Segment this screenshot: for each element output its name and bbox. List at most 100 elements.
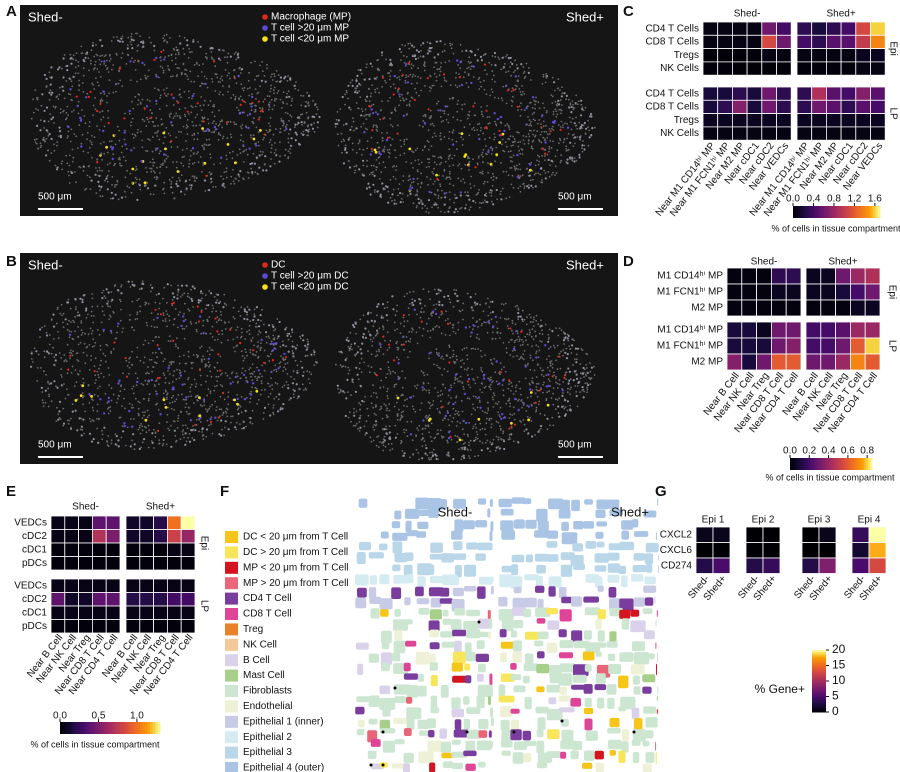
tissue-dot bbox=[147, 69, 150, 72]
tissue-dot bbox=[232, 150, 234, 153]
tissue-dot bbox=[103, 426, 106, 429]
tissue-dot bbox=[356, 373, 359, 376]
tissue-dot bbox=[377, 303, 380, 306]
tissue-dot bbox=[469, 386, 472, 389]
tissue-dot bbox=[408, 60, 411, 63]
tissue-dot bbox=[276, 337, 279, 340]
tissue-dot bbox=[101, 54, 103, 57]
tissue-dot bbox=[88, 432, 92, 435]
tissue-dot bbox=[78, 84, 81, 87]
tissue-dot bbox=[284, 148, 287, 151]
tissue-dot bbox=[270, 158, 272, 160]
tissue-dot bbox=[316, 108, 319, 111]
tissue-dot bbox=[373, 174, 376, 177]
tissue-dot bbox=[188, 96, 190, 99]
tissue-dot bbox=[166, 325, 168, 328]
tissue-dot bbox=[124, 129, 126, 132]
tissue-dot bbox=[554, 89, 556, 92]
tissue-dot bbox=[455, 289, 458, 291]
tissue-dot bbox=[491, 185, 494, 187]
legend-label: T cell >20 μm MP bbox=[271, 23, 349, 34]
tissue-dot bbox=[509, 66, 511, 68]
tissue-dot bbox=[411, 301, 414, 304]
tissue-dot bbox=[440, 390, 442, 392]
tissue-dot bbox=[155, 403, 157, 406]
tissue-dot bbox=[532, 133, 534, 136]
tissue-dot bbox=[430, 116, 432, 118]
tissue-dot bbox=[42, 401, 45, 404]
tissue-dot bbox=[486, 331, 489, 334]
tissue-dot bbox=[402, 175, 405, 177]
tissue-dot bbox=[363, 400, 365, 403]
tissue-dot bbox=[139, 188, 142, 191]
tissue-dot bbox=[387, 415, 389, 418]
tissue-dot bbox=[558, 352, 561, 355]
tissue-dot bbox=[115, 54, 118, 56]
tissue-dot bbox=[382, 438, 385, 441]
tissue-dot bbox=[59, 418, 62, 421]
tissue-dot bbox=[68, 330, 71, 332]
tissue-dot bbox=[206, 419, 209, 422]
tissue-dot bbox=[517, 109, 519, 112]
tissue-dot bbox=[54, 164, 57, 167]
tissue-dot bbox=[114, 143, 117, 146]
tissue-dot bbox=[409, 192, 412, 195]
tissue-dot bbox=[137, 128, 140, 131]
tissue-dot bbox=[82, 351, 85, 354]
tissue-dot bbox=[343, 140, 346, 142]
tissue-dot bbox=[217, 375, 220, 378]
tissue-dot bbox=[107, 400, 110, 403]
tissue-dot bbox=[110, 197, 112, 200]
tissue-dot bbox=[153, 428, 155, 431]
tissue-dot bbox=[250, 136, 253, 139]
tissue-dot bbox=[351, 378, 354, 381]
tissue-dot bbox=[101, 297, 104, 300]
tissue-dot bbox=[447, 403, 450, 405]
tissue-dot bbox=[156, 344, 159, 347]
tissue-dot bbox=[547, 378, 550, 381]
tissue-dot bbox=[74, 399, 78, 402]
tissue-dot bbox=[201, 405, 204, 407]
tissue-dot bbox=[535, 386, 538, 388]
tissue-dot bbox=[399, 69, 402, 72]
tissue-dot bbox=[74, 72, 77, 75]
tissue-dot bbox=[428, 158, 431, 161]
tissue-dot bbox=[263, 323, 265, 326]
tissue-dot bbox=[516, 85, 518, 88]
tissue-dot bbox=[428, 357, 430, 360]
tissue-dot bbox=[354, 390, 357, 393]
tissue-dot bbox=[449, 435, 452, 438]
tissue-dot bbox=[565, 161, 567, 163]
tissue-dot bbox=[579, 114, 583, 117]
tissue-dot bbox=[129, 172, 132, 175]
tissue-dot bbox=[435, 348, 438, 351]
tissue-dot bbox=[569, 102, 572, 105]
tissue-dot bbox=[237, 74, 240, 78]
tissue-dot bbox=[531, 380, 533, 382]
tissue-dot bbox=[251, 363, 254, 366]
tissue-dot bbox=[548, 347, 550, 350]
tissue-dot bbox=[185, 127, 188, 129]
tissue-dot bbox=[441, 437, 444, 439]
tissue-dot bbox=[502, 432, 504, 435]
tissue-dot bbox=[593, 126, 596, 129]
tissue-dot bbox=[441, 304, 444, 307]
tissue-dot bbox=[395, 169, 397, 172]
tissue-dot bbox=[183, 113, 186, 116]
tissue-dot bbox=[159, 65, 162, 68]
tissue-dot bbox=[389, 97, 391, 99]
tissue-dot bbox=[355, 332, 357, 335]
tissue-dot bbox=[209, 420, 213, 424]
tissue-dot bbox=[192, 124, 195, 127]
tissue-dot bbox=[205, 138, 208, 141]
tissue-dot bbox=[116, 180, 119, 183]
tissue-dot bbox=[372, 384, 374, 387]
tissue-dot bbox=[155, 149, 157, 152]
tissue-dot bbox=[442, 110, 444, 112]
tissue-dot bbox=[230, 182, 232, 185]
tissue-dot bbox=[249, 401, 251, 403]
tissue-dot bbox=[379, 367, 382, 370]
tissue-dot bbox=[523, 143, 526, 145]
tissue-dot bbox=[174, 63, 177, 66]
tissue-dot bbox=[213, 120, 215, 123]
